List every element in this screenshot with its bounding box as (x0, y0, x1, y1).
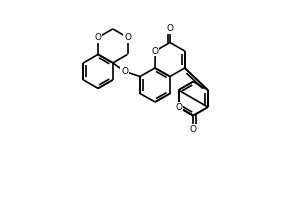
Text: O: O (175, 103, 182, 112)
Text: O: O (167, 24, 173, 33)
Text: O: O (190, 125, 197, 134)
Text: O: O (124, 33, 131, 42)
Text: O: O (121, 67, 128, 76)
Text: O: O (152, 46, 159, 55)
Text: O: O (94, 33, 102, 42)
